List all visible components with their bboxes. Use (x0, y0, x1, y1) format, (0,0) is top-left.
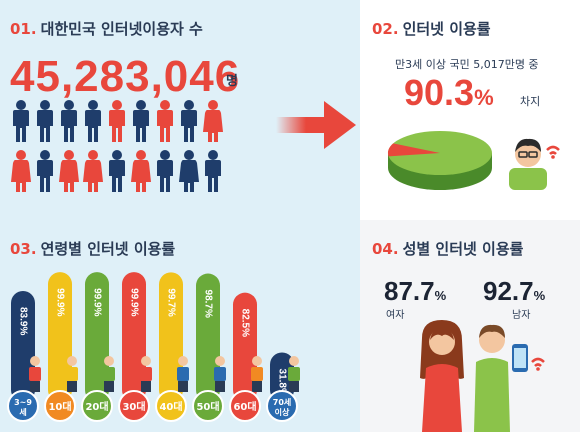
age-person-icon (29, 356, 41, 392)
age-person-icon (140, 356, 152, 392)
age-bar-7 (270, 352, 294, 402)
pie-chart (387, 131, 492, 190)
section4-number: 04. (372, 240, 399, 258)
female-rate-number: 87.7 (384, 276, 435, 306)
age-category-circle (266, 390, 298, 422)
woman-person-icon (59, 150, 79, 192)
age-category-label: 3~9 (14, 398, 32, 407)
man-person-icon (133, 100, 149, 142)
section1-title-text: 대한민국 인터넷이용자 수 (40, 20, 203, 38)
man-person-icon (85, 100, 101, 142)
woman-person-icon (131, 150, 151, 192)
age-bar-value-label: 99.9% (91, 288, 102, 316)
female-rate: 87.7% (384, 276, 446, 307)
population-subtext: 만3세 이상 국민 5,017만명 중 (395, 58, 539, 71)
age-category-label: 40대 (159, 400, 182, 413)
rate-number: 90.3 (404, 72, 475, 113)
age-category-circle (44, 390, 76, 422)
age-category-circle (229, 390, 261, 422)
age-person-icon (214, 356, 226, 392)
woman-person-icon (179, 150, 199, 192)
male-label: 남자 (512, 310, 531, 321)
woman-person-icon (11, 150, 31, 192)
age-category-label: 50대 (196, 400, 219, 413)
man-person-icon (37, 150, 53, 192)
man-person-icon (181, 100, 197, 142)
section3-title-text: 연령별 인터넷 이용률 (40, 240, 176, 258)
man-person-icon (157, 100, 173, 142)
age-person-icon (66, 356, 78, 392)
age-category-circle (192, 390, 224, 422)
male-rate: 92.7% (483, 276, 545, 307)
age-bar-value-label: 99.9% (128, 288, 139, 316)
age-person-icon (251, 356, 263, 392)
section4-title-text: 성별 인터넷 이용률 (402, 240, 524, 258)
age-category-label: 30대 (122, 400, 145, 413)
age-category-label: 이상 (275, 407, 290, 417)
arrow-right-icon (276, 101, 356, 149)
rate-percent: % (474, 85, 494, 110)
man-person-icon (61, 100, 77, 142)
age-person-icon (177, 356, 189, 392)
man-person-icon (157, 150, 173, 192)
woman-figure (420, 320, 464, 432)
woman-person-icon (203, 100, 223, 142)
section2-title-text: 인터넷 이용률 (402, 20, 491, 38)
age-category-label: 20대 (85, 400, 108, 413)
section2-title: 02. 인터넷 이용률 (372, 18, 491, 39)
gender-rate-panel (360, 220, 580, 432)
man-person-icon (37, 100, 53, 142)
age-person-icon (103, 356, 115, 392)
rate-unit: 차지 (520, 95, 541, 108)
boy-with-wifi-icon (509, 138, 560, 190)
section1-number: 01. (10, 20, 37, 38)
age-category-circle (7, 390, 39, 422)
internet-rate-value: 90.3% (404, 72, 494, 114)
age-category-circle (81, 390, 113, 422)
age-category-circle (155, 390, 187, 422)
people-grid (11, 100, 223, 192)
man-person-icon (109, 100, 125, 142)
man-person-icon (13, 100, 29, 142)
age-bar-value-label: 82.5% (239, 309, 250, 337)
age-category-label: 70세 (273, 397, 292, 407)
section4-title: 04. 성별 인터넷 이용률 (372, 238, 523, 259)
male-rate-percent: % (533, 288, 546, 303)
female-rate-percent: % (434, 288, 447, 303)
age-category-label: 세 (19, 407, 26, 417)
pie-minority-slice (387, 143, 440, 157)
age-category-circle (118, 390, 150, 422)
age-bar-value-label: 99.7% (165, 288, 176, 316)
section3-number: 03. (10, 240, 37, 258)
age-category-label: 10대 (48, 400, 71, 413)
section3-title: 03. 연령별 인터넷 이용률 (10, 238, 175, 259)
age-bar-value-label: 99.9% (54, 288, 65, 316)
female-label: 여자 (386, 310, 405, 321)
age-bar-chart: 83.9% 3~9세 99.9% 10대 99.9% 20대 99.9% 30대 99.7% 40… (7, 272, 300, 422)
age-bar-value-label: 31.8% (276, 368, 287, 396)
age-bar-value-label: 83.9% (17, 307, 28, 335)
age-category-label: 60대 (233, 400, 256, 413)
section1-title: 01. 대한민국 인터넷이용자 수 (10, 18, 203, 39)
man-figure (474, 324, 545, 432)
man-person-icon (109, 150, 125, 192)
internet-users-unit: 명 (226, 74, 238, 89)
internet-users-count: 45,283,046 (10, 52, 241, 101)
age-person-icon (288, 356, 300, 392)
age-bar-value-label: 98.7% (202, 290, 213, 318)
woman-person-icon (83, 150, 103, 192)
man-person-icon (205, 150, 221, 192)
section2-number: 02. (372, 20, 399, 38)
couple-illustration (420, 320, 545, 432)
male-rate-number: 92.7 (483, 276, 534, 306)
